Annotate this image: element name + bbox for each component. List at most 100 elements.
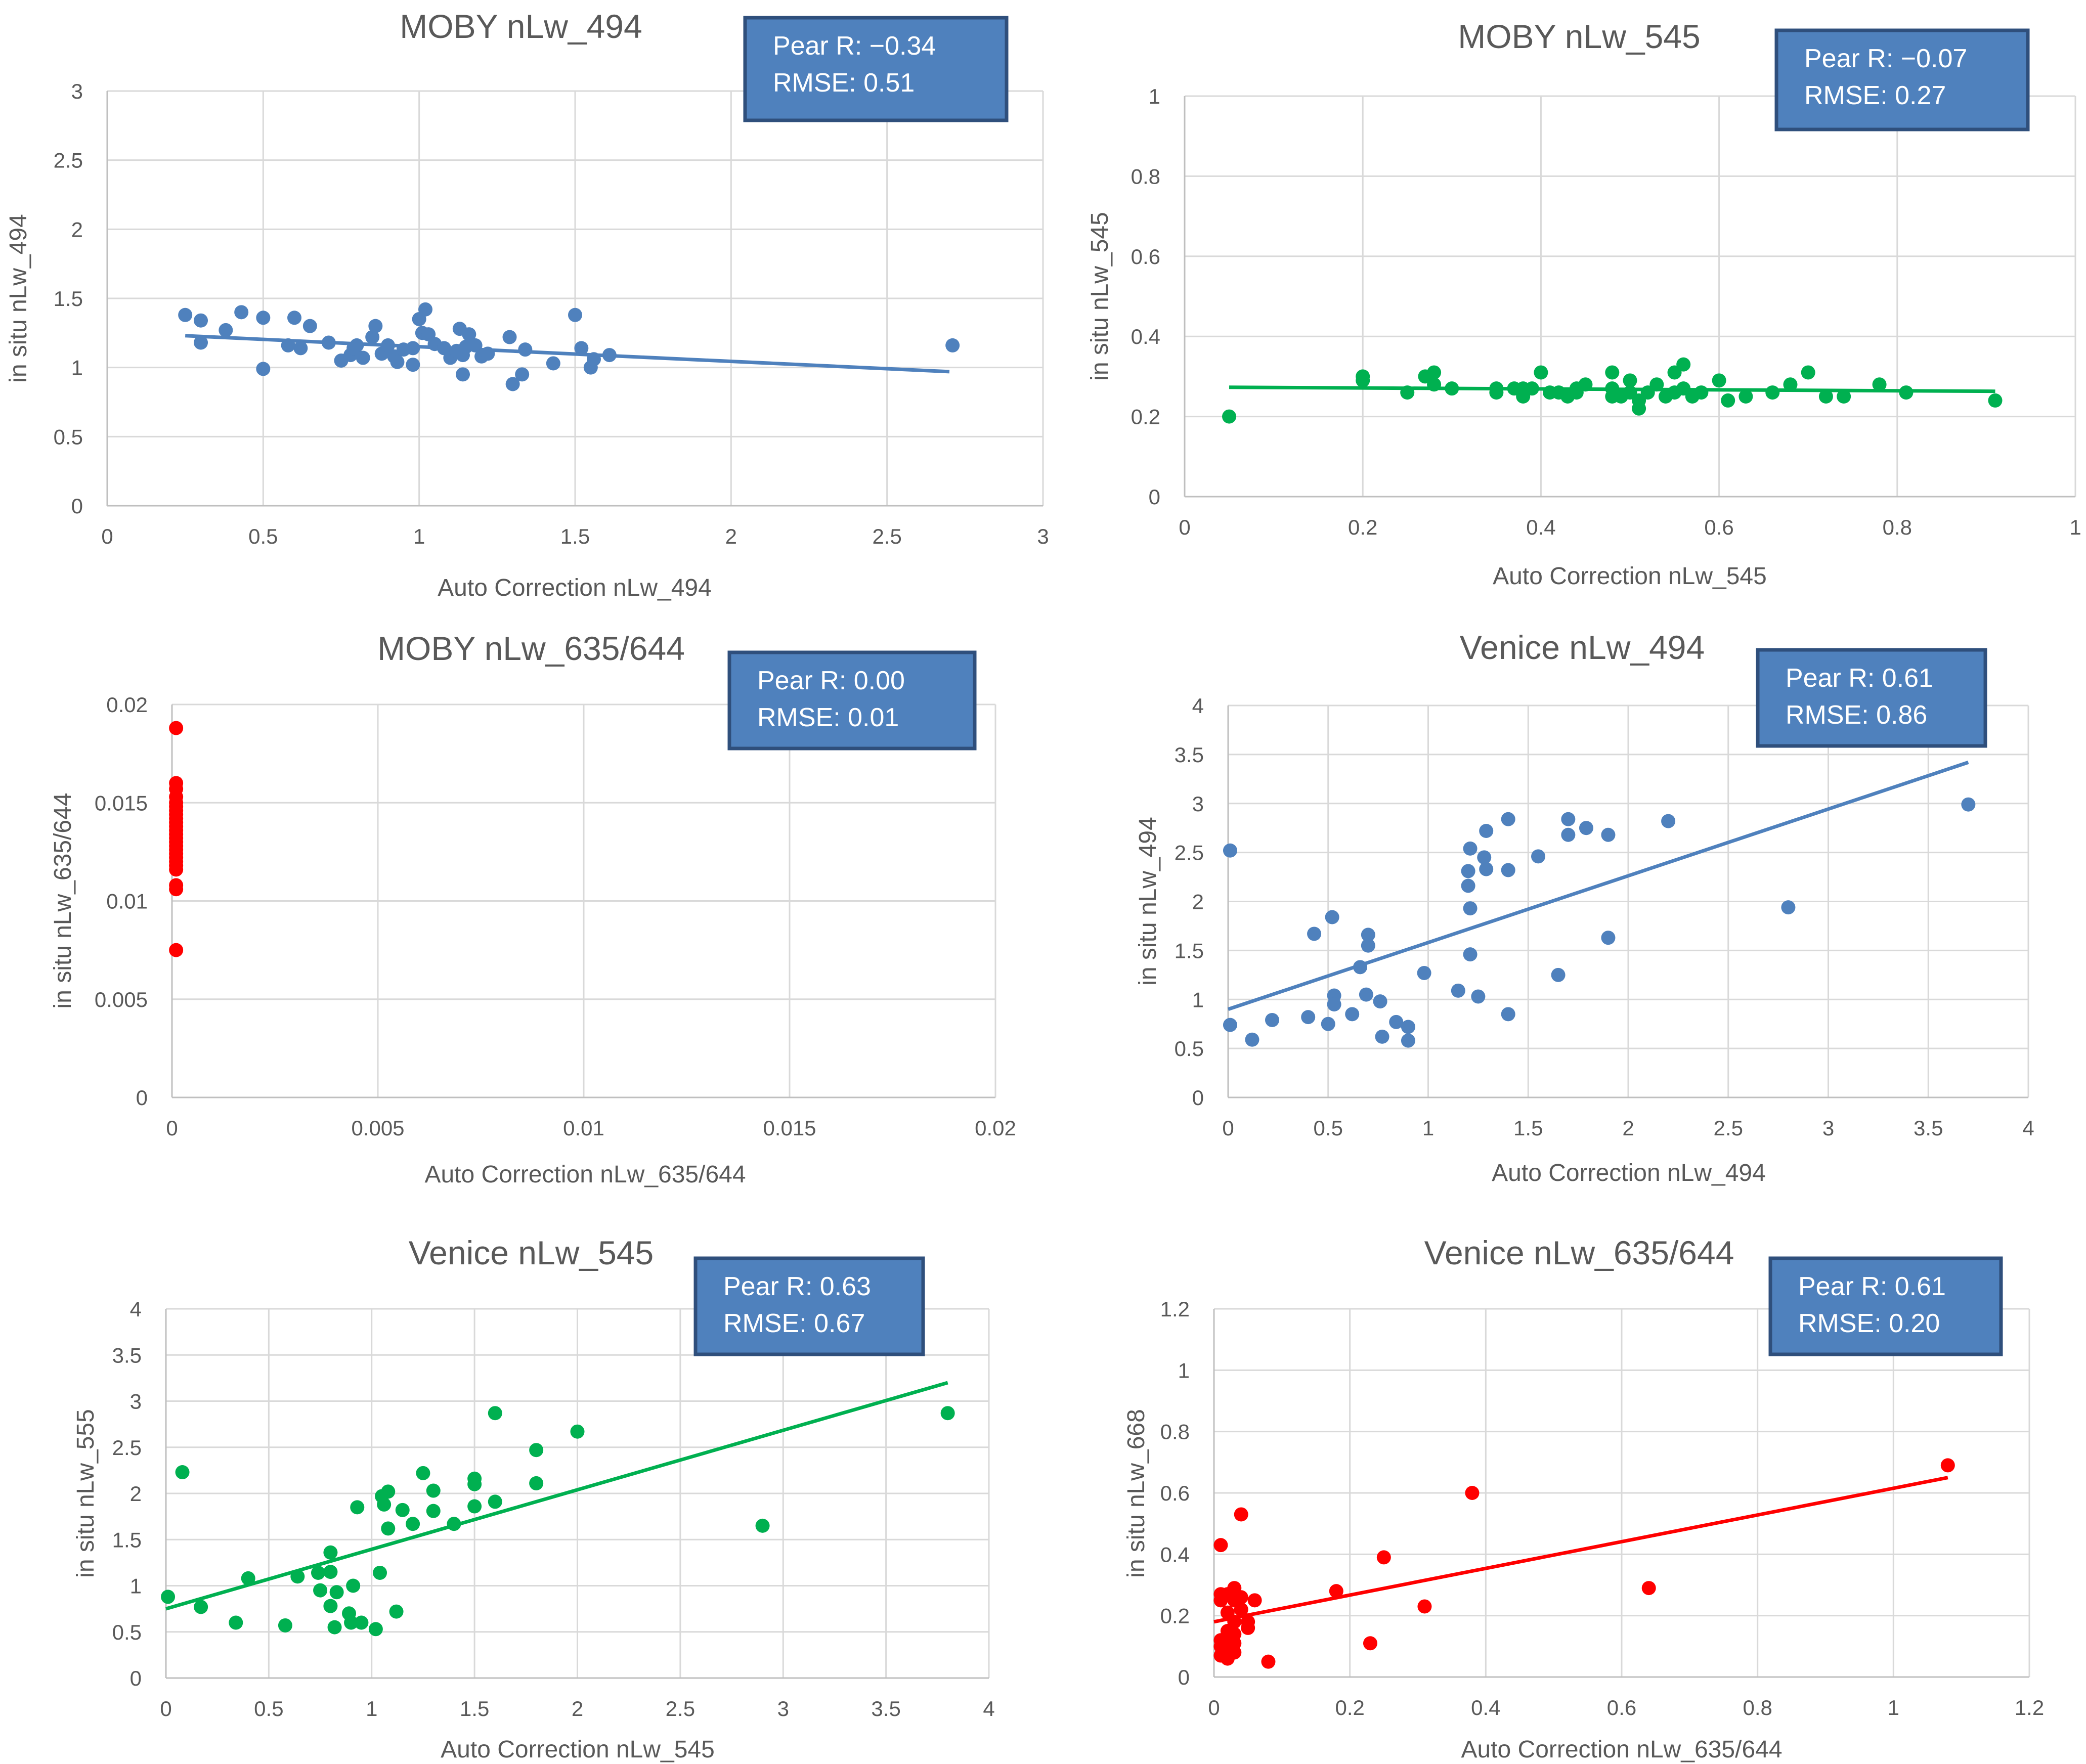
y-tick-label: 0.2 — [1131, 405, 1160, 429]
data-point — [1623, 373, 1637, 388]
data-point — [256, 362, 271, 376]
y-tick-label: 2 — [130, 1482, 142, 1506]
data-point — [229, 1615, 243, 1630]
y-tick-label: 1 — [1178, 1358, 1190, 1382]
y-tick-label: 2.5 — [112, 1436, 142, 1460]
data-point — [1376, 1550, 1391, 1565]
x-tick-label: 3 — [1037, 524, 1049, 548]
trendline — [1227, 761, 1969, 1011]
y-tick-label: 0 — [130, 1666, 142, 1690]
trendline — [165, 1381, 948, 1611]
data-point — [161, 1590, 176, 1604]
pearson-r-label: Pear R: 0.00 — [757, 666, 905, 695]
data-point — [1605, 365, 1620, 380]
data-point — [529, 1443, 544, 1458]
data-point — [381, 338, 395, 352]
data-point — [1301, 1010, 1316, 1025]
data-point — [1961, 797, 1976, 812]
data-point — [416, 1466, 430, 1480]
y-axis-label: in situ nLw_494 — [1135, 817, 1161, 986]
data-point — [178, 307, 193, 322]
x-tick-label: 4 — [2022, 1116, 2034, 1140]
data-point — [570, 1424, 585, 1439]
data-point — [1321, 1017, 1335, 1031]
data-point — [1400, 385, 1415, 400]
data-point — [1501, 812, 1515, 826]
data-point — [1578, 377, 1593, 392]
y-tick-label: 0.4 — [1160, 1542, 1190, 1566]
data-point — [1265, 1012, 1280, 1027]
data-point — [293, 341, 308, 356]
data-point — [381, 1484, 396, 1499]
data-point — [1389, 1015, 1404, 1029]
data-point — [381, 1521, 396, 1536]
data-point — [194, 313, 208, 328]
data-point — [1227, 1614, 1242, 1629]
data-point — [313, 1583, 328, 1598]
x-axis-label: Auto Correction nLw_635/644 — [1461, 1736, 1782, 1763]
data-point — [1247, 1593, 1262, 1608]
data-point — [327, 1620, 342, 1635]
data-point — [1222, 409, 1237, 424]
data-point — [350, 338, 364, 352]
data-point — [169, 882, 184, 897]
data-point — [1712, 373, 1726, 388]
data-point — [1223, 843, 1237, 858]
y-tick-label: 2.5 — [54, 149, 83, 172]
y-tick-label: 4 — [130, 1297, 142, 1321]
chart-venice-494: 0 0.5 1 1.5 2 2.5 3 3.5 4 0 0.5 1 1.5 2 2.5 3 3.5 4 Venice… — [1135, 629, 2034, 1186]
stats-box — [1774, 28, 2030, 131]
data-point — [1601, 827, 1616, 842]
data-point — [602, 348, 617, 363]
y-tick-label: 3.5 — [1175, 743, 1204, 767]
data-point — [945, 338, 960, 352]
data-point — [281, 338, 295, 352]
pearson-r-label: Pear R: −0.07 — [1804, 44, 1967, 73]
data-point — [426, 1504, 441, 1518]
data-point — [1781, 900, 1796, 915]
data-point — [426, 1483, 441, 1498]
data-point — [1765, 385, 1780, 400]
data-point — [529, 1476, 544, 1490]
x-tick-label: 0.2 — [1335, 1696, 1364, 1719]
data-point — [1401, 1033, 1415, 1048]
data-point — [1783, 377, 1798, 392]
x-tick-label: 1 — [413, 524, 425, 548]
rmse-label: RMSE: 0.20 — [1798, 1309, 1940, 1338]
data-point — [481, 346, 495, 361]
data-point — [377, 1497, 392, 1512]
x-tick-label: 1 — [1888, 1696, 1899, 1719]
y-tick-label: 0.6 — [1131, 245, 1160, 269]
data-point — [467, 1499, 482, 1514]
x-tick-label: 0.6 — [1607, 1696, 1636, 1719]
x-tick-label: 0.2 — [1348, 515, 1377, 539]
y-tick-label: 1.2 — [1160, 1297, 1190, 1321]
data-point — [1463, 947, 1477, 962]
data-point — [1601, 931, 1616, 945]
y-tick-label: 0.005 — [95, 988, 148, 1011]
pearson-r-label: Pear R: 0.61 — [1798, 1272, 1946, 1301]
data-point — [311, 1565, 325, 1580]
data-point — [1872, 377, 1887, 392]
data-point — [505, 377, 520, 391]
pearson-r-label: Pear R: 0.61 — [1786, 664, 1933, 693]
data-point — [456, 367, 470, 382]
data-point — [329, 1585, 344, 1600]
data-point — [169, 862, 184, 877]
x-tick-label: 0.005 — [351, 1116, 404, 1140]
data-point — [1223, 1018, 1237, 1032]
data-point — [1561, 827, 1576, 842]
data-point — [1661, 814, 1676, 828]
data-point — [468, 338, 483, 352]
data-point — [354, 1615, 369, 1630]
x-tick-label: 2 — [725, 524, 737, 548]
data-point — [406, 1517, 420, 1531]
y-tick-label: 1 — [130, 1574, 142, 1598]
y-tick-label: 3 — [1192, 792, 1204, 816]
x-tick-label: 0.01 — [563, 1116, 604, 1140]
data-point — [1801, 365, 1815, 380]
data-point — [502, 330, 517, 344]
data-point — [1325, 910, 1339, 924]
x-axis-label: Auto Correction nLw_635/644 — [424, 1161, 746, 1188]
pearson-r-label: Pear R: −0.34 — [773, 31, 936, 61]
